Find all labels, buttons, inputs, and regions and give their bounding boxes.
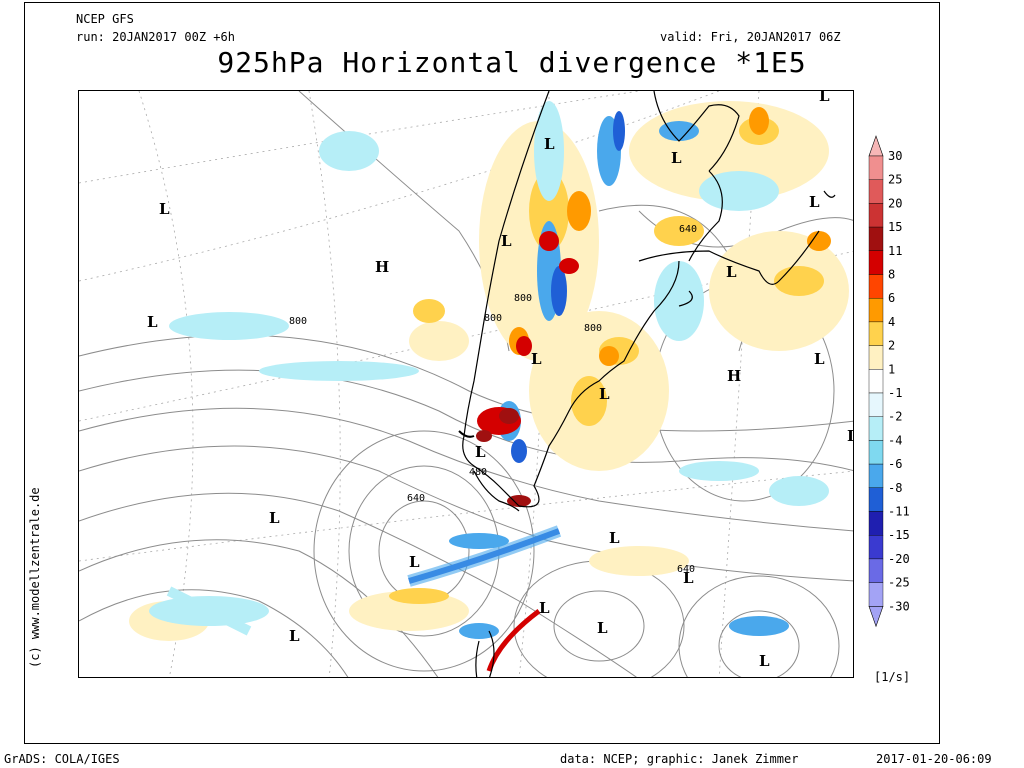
colorbar-segment: [868, 463, 884, 489]
colorbar-segment: [868, 392, 884, 417]
colorbar-segment: [868, 487, 884, 512]
colorbar-tick-label: -1: [888, 386, 902, 400]
low-pressure-label: L: [609, 529, 620, 547]
colorbar-segment: [868, 558, 884, 583]
contour-label: 640: [679, 224, 697, 235]
low-pressure-label: L: [539, 599, 550, 617]
valid-time: valid: Fri, 20JAN2017 06Z: [660, 30, 841, 44]
colorbar-unit: [1/s]: [874, 670, 911, 684]
high-pressure-label: H: [375, 258, 389, 276]
divergence-shading: [129, 101, 849, 672]
low-pressure-label: L: [147, 313, 158, 331]
colorbar-tick-label: -2: [888, 410, 902, 424]
colorbar-segment: [868, 321, 884, 346]
colorbar-tick-label: 11: [888, 244, 902, 258]
colorbar-segment: [868, 250, 884, 275]
colorbar-tick-label: -15: [888, 528, 910, 542]
colorbar-tick-label: 25: [888, 173, 902, 187]
colorbar-segment: [868, 297, 884, 323]
colorbar-segment: [868, 535, 884, 560]
low-pressure-label: L: [599, 385, 610, 403]
low-pressure-label: L: [597, 619, 608, 637]
website-credit: (c) www.modellzentrale.de: [28, 487, 42, 668]
contour-label: 480: [469, 467, 487, 478]
low-pressure-label: L: [475, 443, 486, 461]
low-pressure-label: L: [501, 232, 512, 250]
map-panel: 800 800 800 800 640 480 640 640 L L L L …: [78, 90, 854, 678]
colorbar-svg: 30 25 20 15 11 8 6 4 2 1 -1 -2 -4 -6 -8 -11 -15 -20 -25 -30: [868, 135, 910, 628]
colorbar-tick-label: -8: [888, 481, 902, 495]
model-name: NCEP GFS: [76, 12, 134, 26]
colorbar-segment: [868, 582, 884, 607]
colorbar-tick-label: 20: [888, 196, 902, 210]
colorbar-segment: [868, 416, 884, 441]
colorbar-tick-label: -30: [888, 599, 910, 613]
contour-label: 800: [484, 313, 502, 324]
high-pressure-label: H: [727, 367, 741, 385]
colorbar-segment: [868, 369, 884, 394]
colorbar-tick-label: 30: [888, 149, 902, 163]
low-pressure-label: L: [819, 91, 830, 105]
colorbar-segment: [868, 274, 884, 299]
colorbar-tick-label: 6: [888, 291, 895, 305]
colorbar-segment: [868, 155, 884, 180]
divergence-map: 800 800 800 800 640 480 640 640 L L L L …: [79, 91, 854, 677]
map-title: 925hPa Horizontal divergence *1E5: [217, 46, 807, 79]
low-pressure-label: L: [289, 627, 300, 645]
colorbar-segment: [868, 511, 884, 536]
low-pressure-label: L: [847, 427, 854, 445]
low-pressure-label: L: [726, 263, 737, 281]
colorbar-tick-label: 1: [888, 362, 895, 376]
low-pressure-label: L: [759, 652, 770, 670]
colorbar-segment: [868, 440, 884, 465]
colorbar-bottom-arrow: [868, 605, 884, 628]
contour-label: 640: [407, 493, 425, 504]
contour-label: 640: [677, 564, 695, 575]
low-pressure-label: L: [809, 193, 820, 211]
low-pressure-label: L: [814, 350, 825, 368]
colorbar-top-arrow: [868, 135, 884, 157]
contour-label: 800: [289, 316, 307, 327]
low-pressure-label: L: [671, 149, 682, 167]
low-pressure-label: L: [531, 350, 542, 368]
colorbar-tick-label: -4: [888, 433, 902, 447]
run-time: run: 20JAN2017 00Z +6h: [76, 30, 235, 44]
colorbar-tick-label: -6: [888, 457, 902, 471]
colorbar-tick-label: -11: [888, 505, 910, 519]
colorbar-tick-label: -20: [888, 552, 910, 566]
colorbar-tick-label: -25: [888, 576, 910, 590]
colorbar-segment: [868, 345, 884, 370]
low-pressure-label: L: [409, 553, 420, 571]
low-pressure-label: L: [269, 509, 280, 527]
colorbar-segment: [868, 179, 884, 204]
low-pressure-label: L: [544, 135, 555, 153]
footer-timestamp: 2017-01-20-06:09: [876, 752, 992, 766]
colorbar-segment: [868, 226, 884, 251]
contour-label: 800: [584, 323, 602, 334]
colorbar-tick-label: 8: [888, 268, 895, 282]
low-pressure-label: L: [159, 200, 170, 218]
colorbar-segment: [868, 203, 884, 228]
coastlines: [458, 91, 836, 677]
colorbar-tick-label: 15: [888, 220, 902, 234]
footer-software: GrADS: COLA/IGES: [4, 752, 120, 766]
colorbar: 30 25 20 15 11 8 6 4 2 1 -1 -2 -4 -6 -8 -11 -15 -20 -25 -30: [868, 134, 948, 634]
contour-label: 800: [514, 293, 532, 304]
footer-credits: data: NCEP; graphic: Janek Zimmer: [560, 752, 799, 766]
plot-frame: [24, 2, 940, 744]
colorbar-tick-label: 2: [888, 339, 895, 353]
colorbar-tick-label: 4: [888, 315, 895, 329]
low-pressure-label: L: [683, 569, 694, 587]
